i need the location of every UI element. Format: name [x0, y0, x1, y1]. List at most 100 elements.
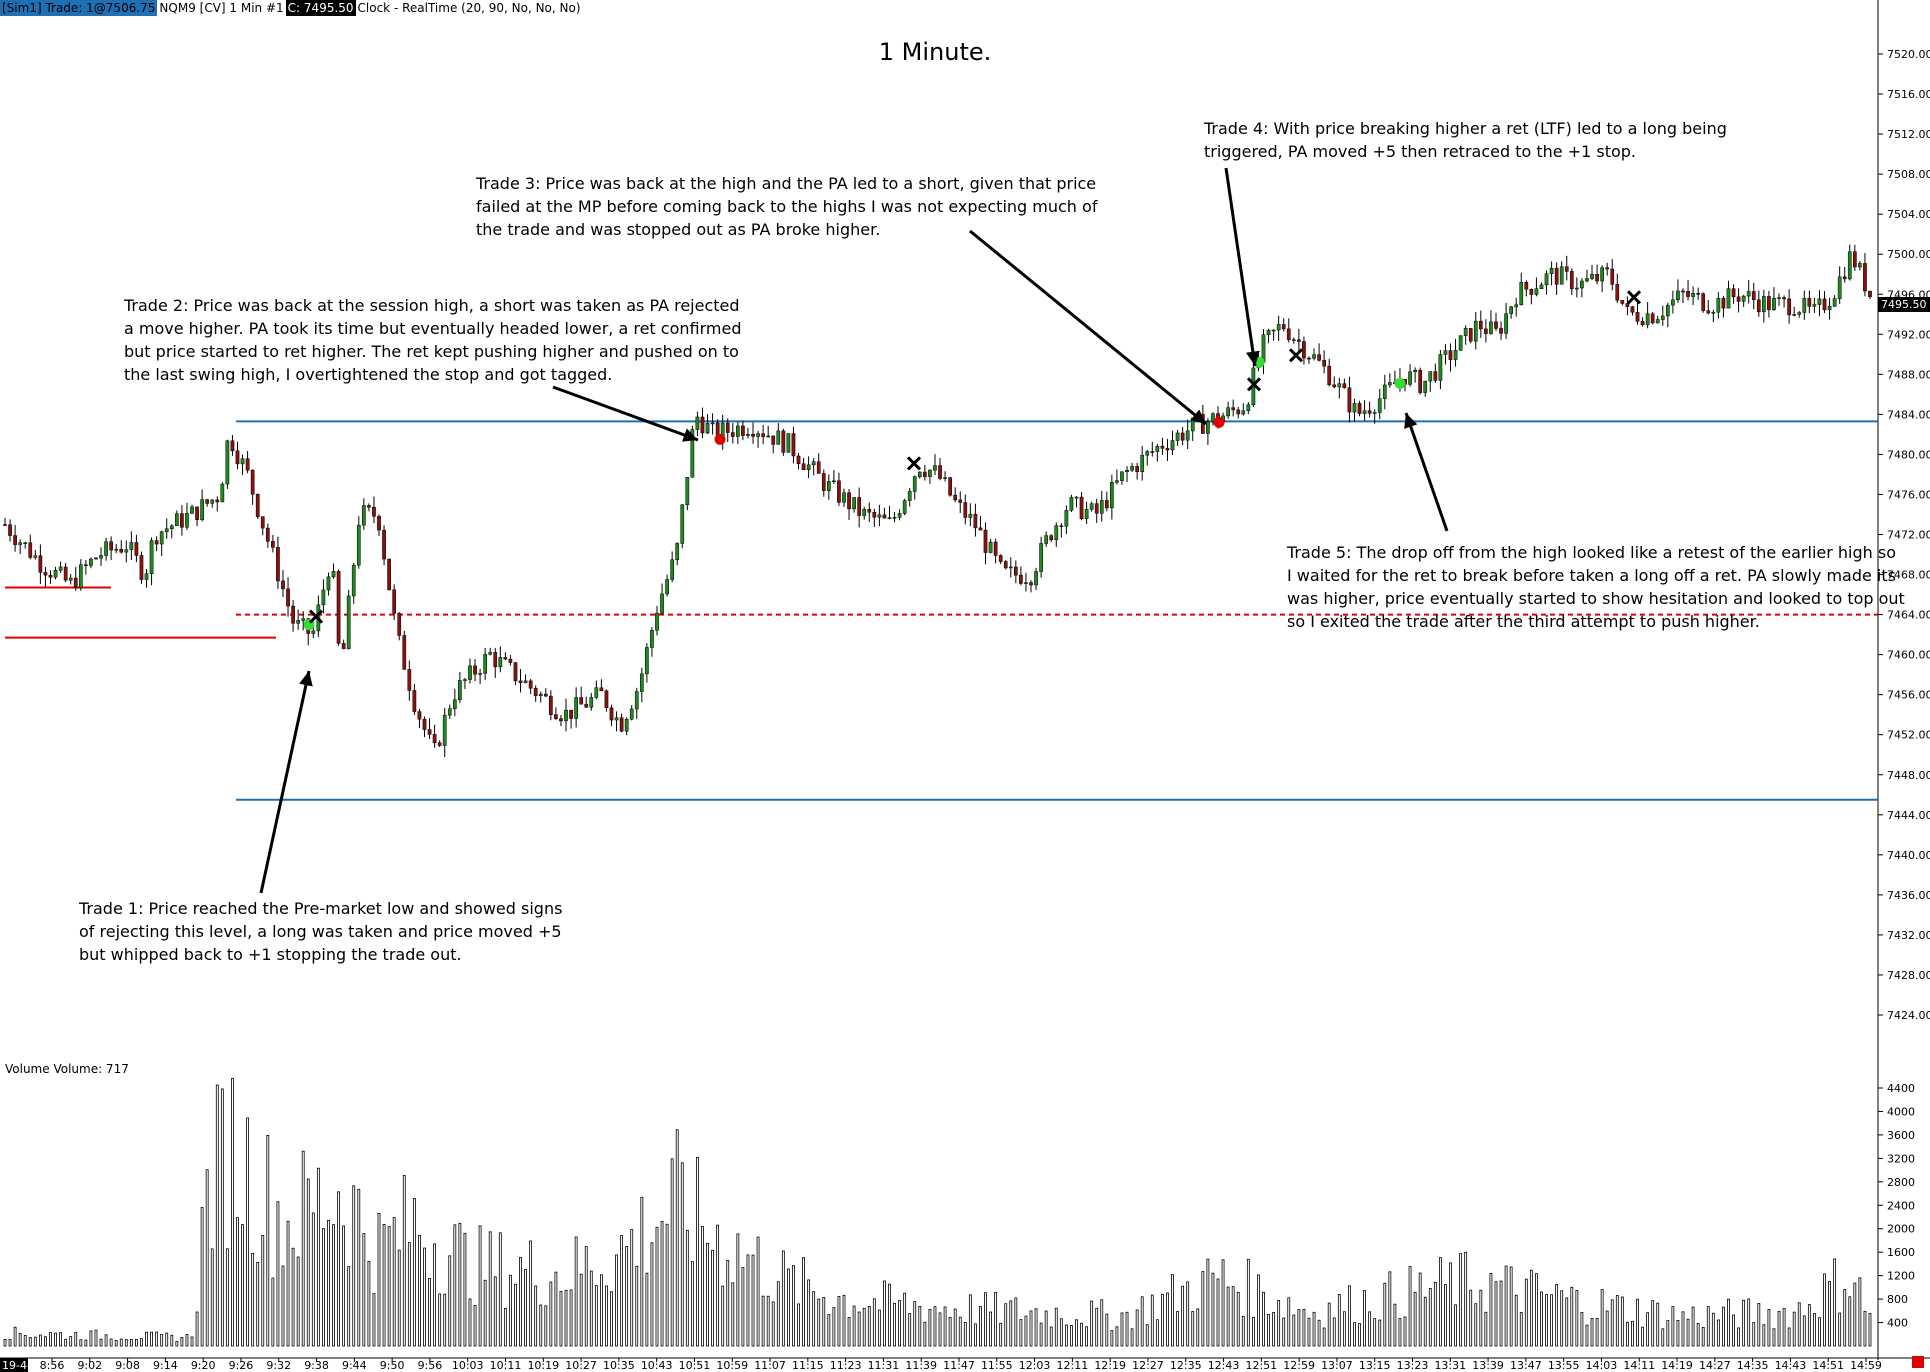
- candle-body: [1089, 503, 1094, 510]
- candle-body: [1084, 509, 1089, 520]
- candle-body: [756, 433, 760, 437]
- volume-bar: [1155, 1319, 1159, 1347]
- candle-body: [928, 469, 932, 477]
- price-tick-label: 7440.00: [1887, 849, 1930, 862]
- candle-body: [1711, 311, 1716, 314]
- volume-bar: [1600, 1289, 1604, 1347]
- candle-body: [1787, 298, 1791, 316]
- candle-body: [1504, 313, 1508, 334]
- candle-body: [58, 566, 63, 571]
- candle-body: [1509, 306, 1514, 314]
- volume-bar: [1302, 1308, 1306, 1347]
- candle-body: [978, 527, 983, 531]
- candle-body: [867, 508, 872, 513]
- volume-bar: [1818, 1317, 1821, 1347]
- volume-bar: [867, 1306, 871, 1347]
- candle-body: [351, 564, 356, 597]
- volume-bar: [620, 1235, 624, 1347]
- candle-body: [826, 481, 831, 491]
- trade-exit-marker: [1246, 377, 1262, 392]
- volume-bar: [1732, 1314, 1735, 1347]
- candle-body: [665, 579, 669, 595]
- candle-body: [1276, 324, 1281, 331]
- candle-body: [463, 679, 467, 681]
- annotation-trade-4: Trade 4: With price breaking higher a re…: [1204, 119, 1727, 161]
- trade-2-entry-marker: [714, 433, 726, 445]
- volume-bar: [1201, 1271, 1205, 1347]
- candle-body: [311, 630, 316, 634]
- candle-body: [882, 514, 887, 519]
- candle-body: [493, 652, 498, 668]
- candle-body: [1297, 339, 1301, 342]
- candle-body: [1418, 369, 1423, 393]
- volume-bar: [872, 1298, 876, 1347]
- volume-bar: [812, 1291, 816, 1347]
- candle-body: [296, 620, 300, 624]
- candle-body: [761, 433, 765, 437]
- volume-bar: [1691, 1306, 1695, 1347]
- candle-body: [705, 423, 710, 434]
- candle-body: [1413, 369, 1417, 373]
- volume-bar: [195, 1311, 199, 1347]
- volume-tick-label: 800: [1887, 1293, 1908, 1306]
- volume-bar: [1843, 1289, 1847, 1347]
- volume-bar: [842, 1294, 846, 1347]
- volume-bar: [1166, 1292, 1169, 1347]
- candle-body: [503, 657, 508, 660]
- candle-body: [634, 691, 639, 710]
- volume-bar: [514, 1283, 517, 1347]
- candle-body: [1145, 451, 1150, 456]
- volume-bar: [665, 1223, 669, 1347]
- volume-bar: [1737, 1327, 1740, 1347]
- volume-bar: [680, 1162, 684, 1347]
- candle-body: [1625, 303, 1630, 307]
- candle-body: [554, 714, 558, 719]
- time-tick-label: 14:19: [1661, 1359, 1693, 1372]
- candle-body: [1756, 299, 1761, 313]
- volume-bar: [1545, 1294, 1548, 1347]
- candle-body: [48, 574, 53, 578]
- candle-body: [1575, 287, 1579, 290]
- candle-body: [993, 541, 998, 556]
- candle-body: [599, 687, 604, 692]
- volume-bar: [847, 1316, 851, 1347]
- candle-body: [1104, 500, 1109, 509]
- candle-body: [988, 541, 993, 553]
- candle-body: [149, 540, 154, 575]
- candle-body: [235, 450, 240, 465]
- volume-bar: [701, 1225, 704, 1347]
- volume-bar: [94, 1329, 98, 1347]
- volume-tick-label: 3600: [1887, 1129, 1915, 1142]
- candle-body: [1660, 315, 1665, 320]
- candle-body: [1206, 421, 1210, 434]
- volume-bar: [1797, 1302, 1801, 1347]
- candle-body: [23, 542, 28, 544]
- volume-bar: [1307, 1317, 1311, 1347]
- candle-body: [781, 430, 786, 453]
- volume-bar: [797, 1303, 800, 1347]
- candle-body: [821, 473, 826, 491]
- volume-bar: [64, 1338, 68, 1347]
- candle-body: [1327, 365, 1332, 386]
- time-tick-label: 12:27: [1132, 1359, 1164, 1372]
- candle-body: [1074, 496, 1079, 499]
- volume-bar: [89, 1330, 93, 1347]
- volume-bar: [1181, 1285, 1185, 1347]
- volume-bar: [241, 1224, 244, 1347]
- volume-bar: [1762, 1324, 1766, 1347]
- volume-bar: [412, 1198, 416, 1347]
- candle-body: [655, 612, 659, 631]
- candle-body: [695, 416, 700, 430]
- volume-bar: [1110, 1330, 1114, 1347]
- volume-bar: [1540, 1291, 1543, 1347]
- candle-body: [1731, 288, 1736, 298]
- volume-bar: [1848, 1296, 1852, 1347]
- candle-body: [281, 580, 285, 590]
- candle-body: [1595, 274, 1599, 282]
- time-tick-label: 9:32: [266, 1359, 291, 1372]
- volume-bar: [974, 1323, 977, 1347]
- volume-bar: [1004, 1303, 1008, 1347]
- arrow-trade-2-shaft: [552, 385, 699, 442]
- candle-body: [1499, 328, 1503, 334]
